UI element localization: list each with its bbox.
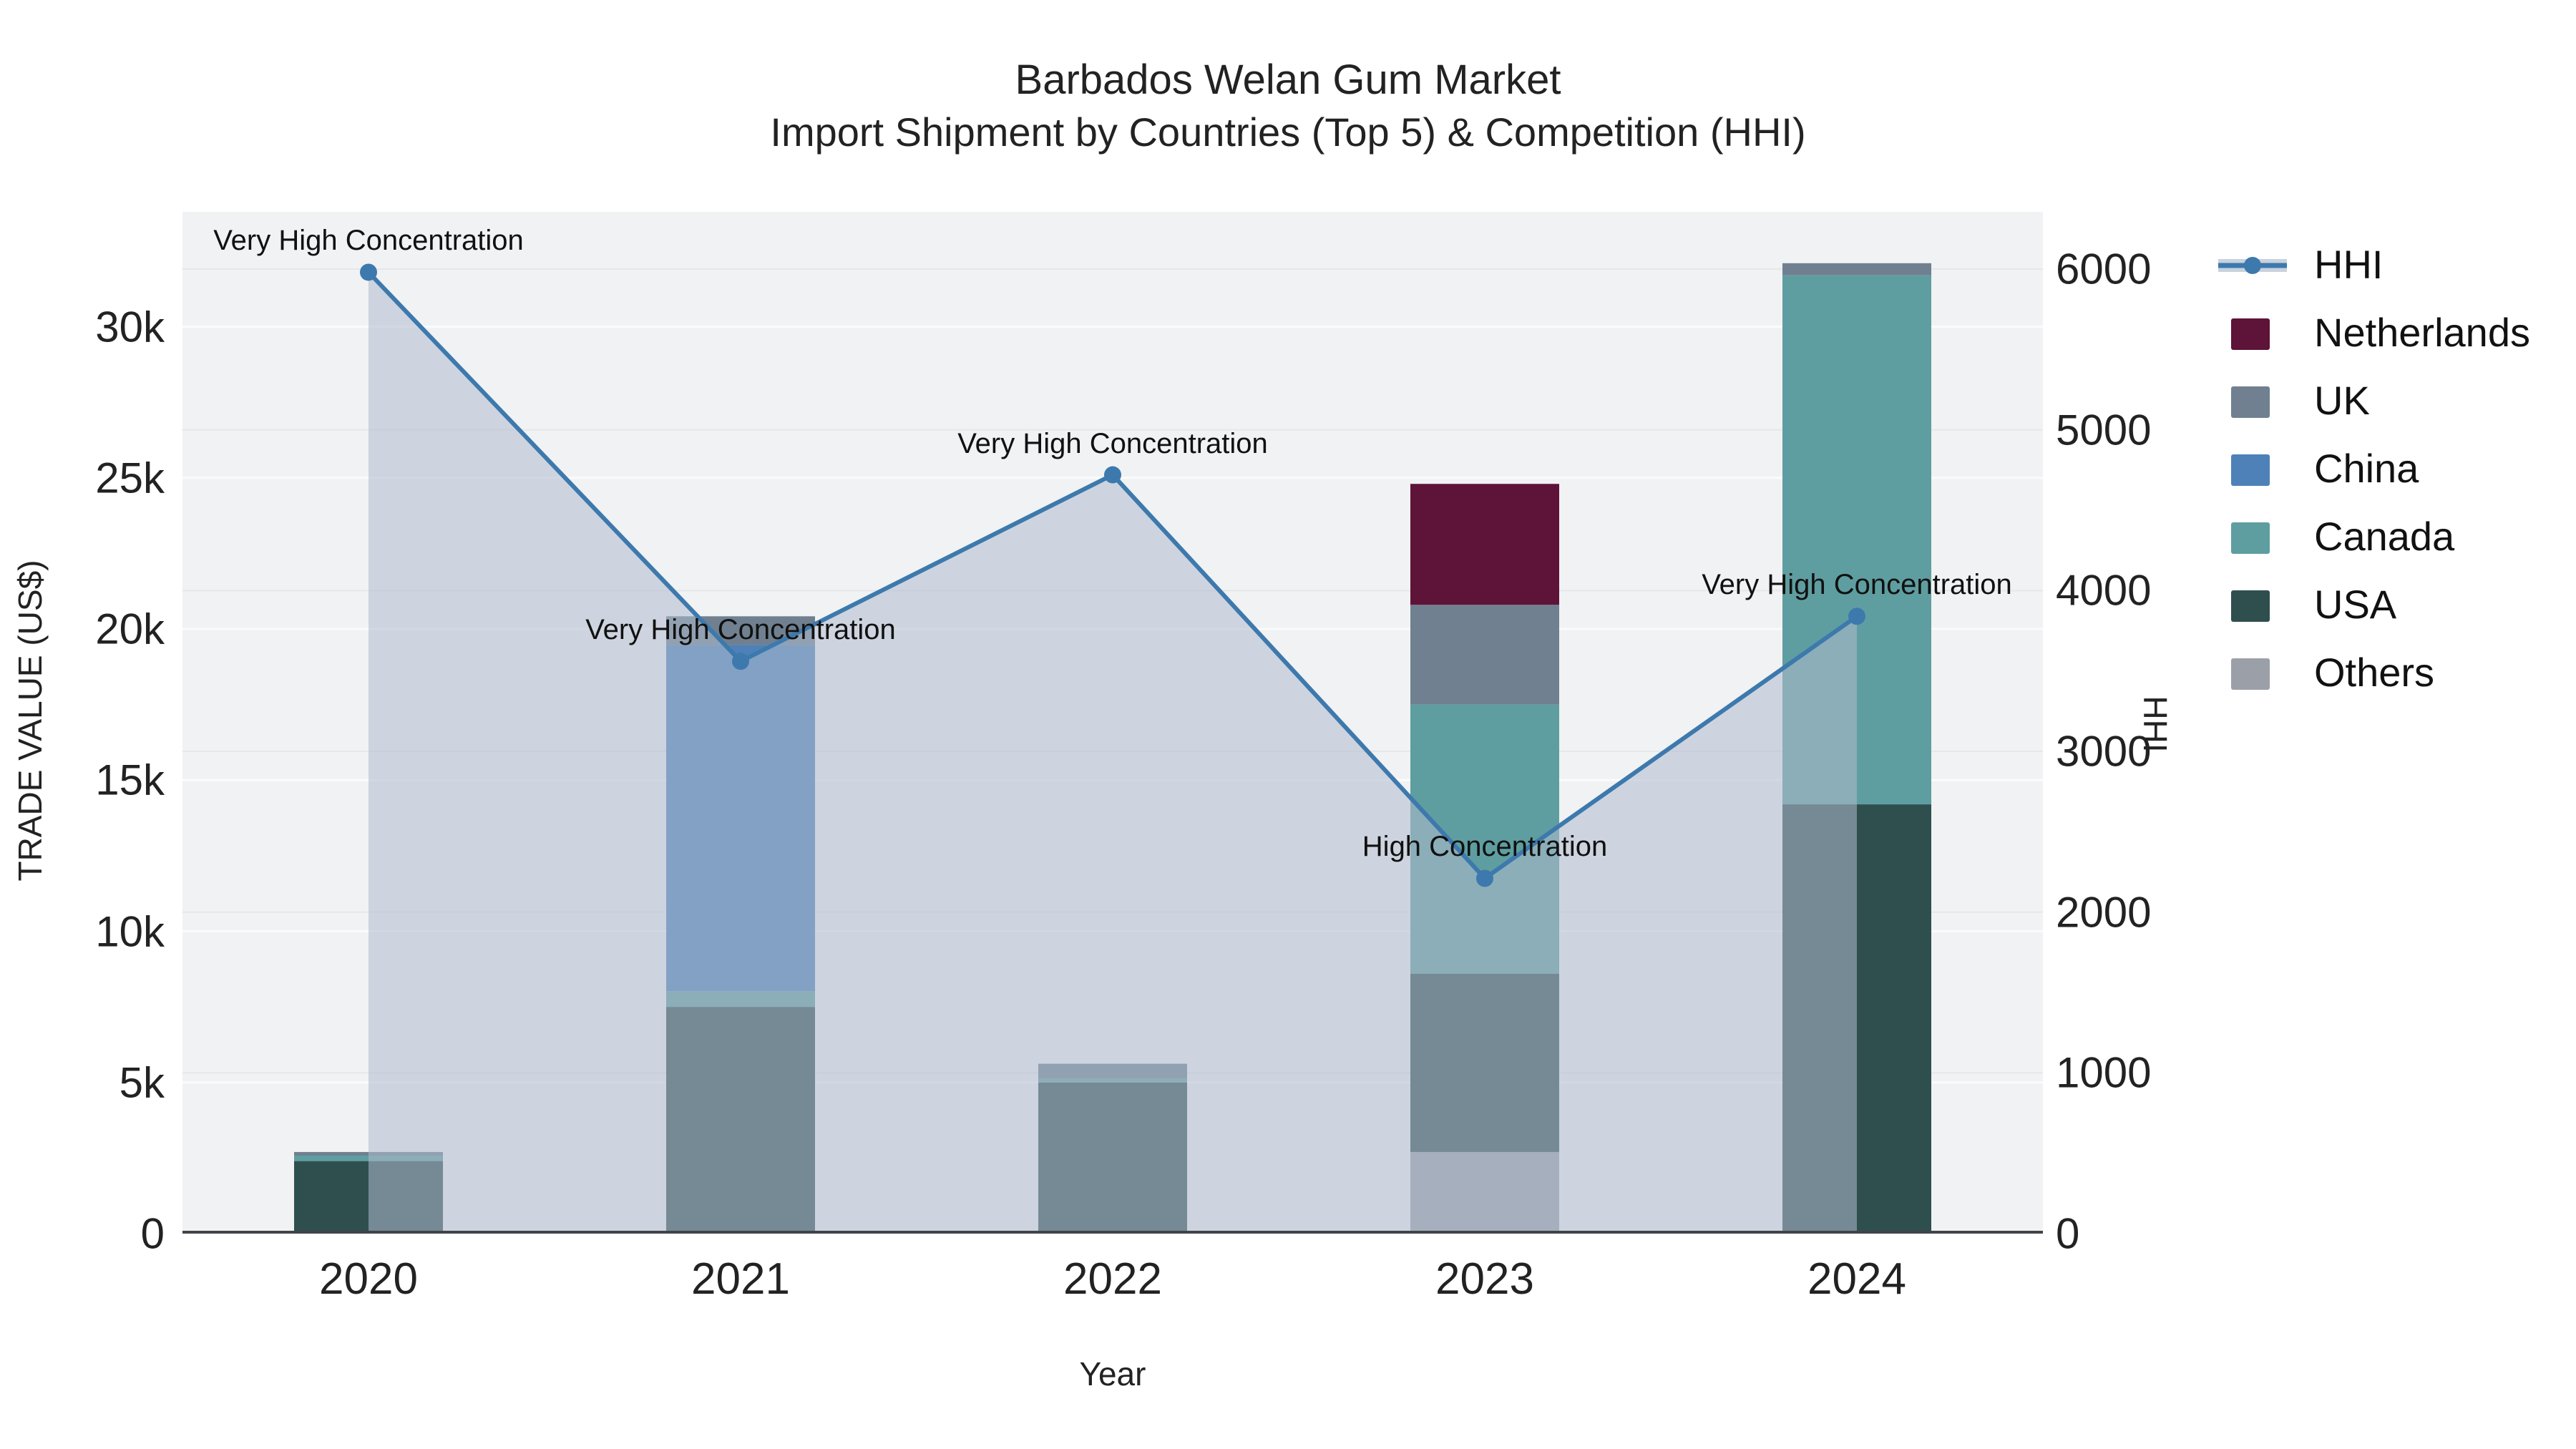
x-tick-2023: 2023 [1435,1254,1534,1304]
uk-swatch-icon [2218,385,2287,418]
annotation-2022: Very High Concentration [957,427,1268,459]
legend-item-uk[interactable]: UK [2218,366,2530,434]
left-tick-30k: 30k [95,303,165,351]
right-tick-2000: 2000 [2056,888,2152,937]
hhi-marker-2020[interactable] [360,263,377,281]
x-tick-2024: 2024 [1807,1254,1906,1304]
chart-title: Barbados Welan Gum Market [1015,57,1561,103]
right-axis-title: HHI [2137,696,2174,753]
plot-area: Very High Concentration Very High Concent… [182,212,2043,1234]
left-tick-25k: 25k [95,454,165,502]
hhi-marker-2022[interactable] [1104,466,1121,484]
bar-segment-netherlands-2023[interactable] [1410,484,1559,605]
right-tick-1000: 1000 [2056,1048,2152,1097]
legend-label: HHI [2314,242,2384,287]
annotation-2023: High Concentration [1362,831,1608,863]
x-tick-2021: 2021 [691,1254,790,1304]
left-tick-10k: 10k [95,907,165,955]
annotation-2024: Very High Concentration [1702,569,2012,601]
others-swatch-icon [2218,657,2287,690]
legend-label: China [2314,446,2419,491]
chart-canvas [182,212,2043,1234]
right-tick-6000: 6000 [2056,245,2152,293]
right-tick-3000: 3000 [2056,727,2152,776]
legend-label: UK [2314,378,2370,423]
x-tick-2020: 2020 [319,1254,418,1304]
right-tick-5000: 5000 [2056,406,2152,454]
netherlands-swatch-icon [2218,317,2287,350]
legend: HHI Netherlands UK China Canada USA Othe… [2218,230,2530,706]
hhi-marker-2023[interactable] [1476,869,1493,887]
hhi-area-fill [369,272,1857,1234]
bar-segment-uk-2024[interactable] [1782,263,1931,275]
legend-item-netherlands[interactable]: Netherlands [2218,298,2530,366]
legend-label: Canada [2314,514,2455,559]
right-tick-0: 0 [2056,1209,2080,1258]
hhi-line-icon [2218,249,2287,280]
china-swatch-icon [2218,453,2287,486]
annotation-2020: Very High Concentration [213,225,524,257]
legend-label: Netherlands [2314,310,2530,355]
x-tick-2022: 2022 [1063,1254,1162,1304]
legend-label: USA [2314,582,2397,627]
chart-subtitle: Import Shipment by Countries (Top 5) & C… [770,109,1806,155]
canada-swatch-icon [2218,521,2287,554]
annotation-2021: Very High Concentration [585,614,896,646]
left-tick-15k: 15k [95,756,165,804]
hhi-marker-2021[interactable] [732,653,749,670]
legend-item-others[interactable]: Others [2218,638,2530,706]
left-tick-5k: 5k [119,1058,165,1107]
legend-item-hhi[interactable]: HHI [2218,230,2530,298]
legend-item-canada[interactable]: Canada [2218,502,2530,570]
legend-label: Others [2314,650,2435,695]
legend-item-china[interactable]: China [2218,434,2530,502]
left-tick-0: 0 [140,1209,165,1258]
bar-segment-uk-2023[interactable] [1410,605,1559,705]
right-tick-4000: 4000 [2056,566,2152,615]
hhi-marker-2024[interactable] [1848,608,1865,625]
left-axis-title: TRADE VALUE (US$) [11,560,49,882]
legend-item-usa[interactable]: USA [2218,570,2530,638]
left-tick-20k: 20k [95,605,165,653]
usa-swatch-icon [2218,589,2287,622]
x-axis-title: Year [1079,1355,1146,1392]
